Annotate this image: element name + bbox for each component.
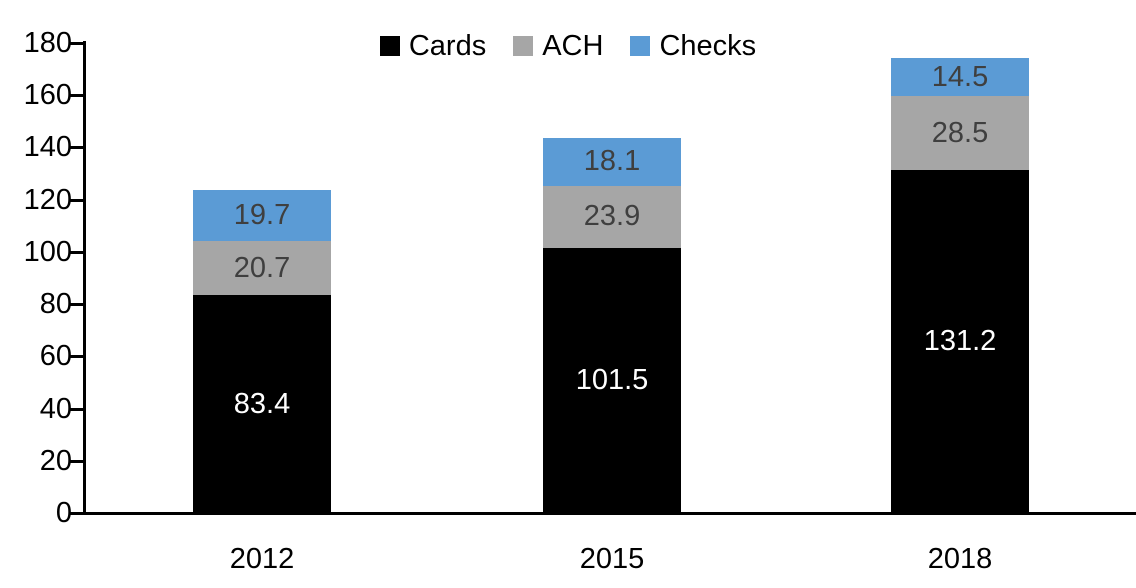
y-tick-mark	[70, 146, 84, 150]
y-tick-label: 100	[23, 235, 72, 268]
segment-cards-2018: 131.2	[891, 170, 1029, 513]
y-tick-label: 140	[23, 131, 72, 164]
data-label-cards-2015: 101.5	[575, 363, 649, 396]
y-axis-line	[83, 41, 86, 515]
y-tick-label: 60	[39, 340, 72, 373]
segment-checks-2018: 14.5	[891, 58, 1029, 97]
y-tick-label: 40	[39, 392, 72, 425]
chart-legend: Cards ACH Checks	[0, 30, 1136, 62]
y-tick-mark	[70, 407, 84, 411]
data-label-ach-2018: 28.5	[931, 116, 989, 149]
legend-item-checks: Checks	[630, 30, 756, 62]
x-axis-line	[83, 512, 1136, 515]
legend-label: ACH	[542, 30, 604, 62]
data-label-cards-2018: 131.2	[923, 325, 997, 358]
x-axis-label-2018: 2018	[927, 543, 993, 575]
y-tick-mark	[70, 198, 84, 202]
y-tick-label: 120	[23, 183, 72, 216]
legend-item-cards: Cards	[379, 30, 487, 62]
y-tick-mark	[70, 250, 84, 254]
segment-ach-2012: 20.7	[193, 241, 331, 296]
legend-swatch-icon	[630, 36, 651, 56]
y-tick-label: 0	[55, 497, 72, 529]
y-tick-label: 20	[39, 444, 72, 477]
data-label-checks-2015: 18.1	[583, 145, 641, 178]
segment-checks-2012: 19.7	[193, 189, 331, 242]
segment-cards-2012: 83.4	[193, 295, 331, 513]
segment-checks-2015: 18.1	[543, 138, 681, 186]
legend-label: Cards	[408, 30, 487, 62]
y-tick-mark	[70, 512, 84, 515]
segment-ach-2015: 23.9	[543, 185, 681, 248]
y-tick-mark	[70, 303, 84, 307]
data-label-ach-2012: 20.7	[233, 251, 291, 284]
bar-2018: 131.2 28.5 14.5	[891, 58, 1029, 513]
segment-ach-2018: 28.5	[891, 96, 1029, 171]
segment-cards-2015: 101.5	[543, 247, 681, 513]
y-tick-mark	[70, 355, 84, 359]
y-tick-label: 160	[23, 79, 72, 112]
data-label-ach-2015: 23.9	[583, 200, 641, 233]
legend-label: Checks	[659, 30, 757, 62]
y-tick-mark	[70, 94, 84, 98]
bar-2012: 83.4 20.7 19.7	[193, 189, 331, 513]
data-label-checks-2012: 19.7	[233, 198, 291, 231]
x-axis-label-2015: 2015	[579, 543, 645, 575]
data-label-checks-2018: 14.5	[931, 60, 989, 93]
y-tick-label: 80	[39, 288, 72, 321]
bar-2015: 101.5 23.9 18.1	[543, 138, 681, 513]
legend-swatch-icon	[379, 36, 400, 56]
legend-swatch-icon	[513, 36, 534, 56]
legend-item-ach: ACH	[513, 30, 603, 62]
y-tick-label: 180	[23, 27, 72, 59]
data-label-cards-2012: 83.4	[233, 387, 291, 420]
y-tick-mark	[70, 459, 84, 463]
x-axis-label-2012: 2012	[229, 543, 295, 575]
y-tick-mark	[70, 42, 84, 45]
